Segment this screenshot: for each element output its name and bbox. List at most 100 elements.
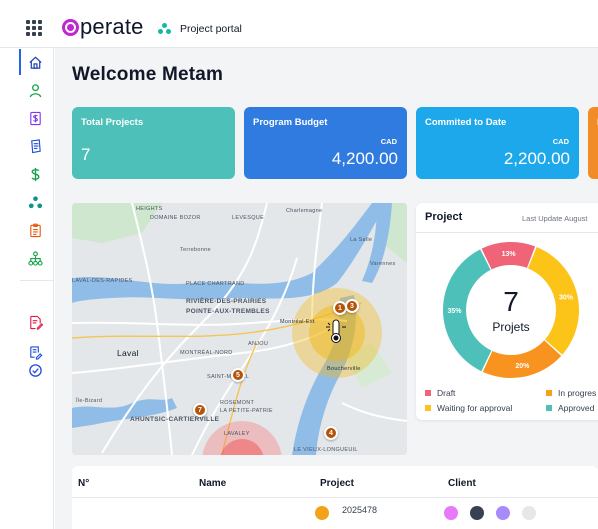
map-label: POINTE-AUX-TREMBLES	[186, 308, 270, 315]
logo-mark	[62, 18, 79, 36]
donut-center-label: Projets	[492, 320, 529, 334]
map-label: Montréal-Est	[280, 319, 315, 325]
project-avatar	[315, 506, 329, 520]
logo-text: perate	[80, 14, 144, 39]
map-label: LE VIEUX-LONGUEUIL	[294, 447, 358, 453]
column-header-number[interactable]: N°	[78, 478, 90, 489]
donut-data-label: 20%	[515, 363, 530, 370]
donut-slice-approved[interactable]	[443, 249, 492, 372]
legend-item-in-progress[interactable]: In progres	[546, 388, 596, 398]
map-label: MONTRÉAL-NORD	[180, 350, 233, 356]
column-header-project[interactable]: Project	[320, 478, 354, 489]
map-label: ROSEMONT	[220, 400, 255, 406]
donut-slice-in-progres[interactable]	[482, 340, 562, 378]
client-avatar	[496, 506, 510, 520]
map-label: PLACE CHARTRAND	[186, 281, 245, 287]
kpi-partial-card[interactable]: P	[588, 107, 598, 179]
table-header-divider	[72, 497, 598, 498]
kpi-title: Commited to Date	[425, 117, 507, 128]
legend-swatch	[425, 390, 431, 396]
dollar-icon[interactable]	[25, 164, 45, 184]
kpi-currency: CAD	[380, 137, 397, 146]
kpi-commited-to-date[interactable]: Commited to Date CAD 2,200.00	[416, 107, 579, 179]
project-status-card: Project Last Update August 13% 30% 20% 35% …	[416, 203, 598, 420]
kpi-currency: CAD	[552, 137, 569, 146]
project-portal-link[interactable]: Project portal	[158, 23, 242, 35]
network-icon[interactable]	[25, 192, 45, 212]
legend-item-approved[interactable]: Approved	[546, 403, 594, 413]
client-avatar	[522, 506, 536, 520]
map-label: La Salle	[350, 237, 373, 243]
map-label: Île-Bizard	[76, 398, 103, 404]
kpi-value: 4,200.00	[331, 149, 398, 168]
edit-document-icon[interactable]	[25, 312, 45, 332]
map-background	[72, 203, 407, 455]
apps-grid-icon[interactable]	[26, 20, 42, 36]
project-donut-chart[interactable]: 13% 30% 20% 35% 7 Projets	[436, 235, 586, 385]
table-cell: 2025478	[342, 505, 378, 515]
map-label: SAINT-MICHEL	[207, 374, 250, 380]
map-label: Terrebonne	[180, 247, 211, 253]
map-label: Laval	[117, 348, 139, 358]
kpi-program-budget[interactable]: Program Budget CAD 4,200.00	[244, 107, 407, 179]
map-label: HEIGHTS	[136, 206, 163, 212]
donut-data-label: 35%	[447, 308, 462, 315]
column-header-client[interactable]: Client	[448, 478, 476, 489]
map-label: LEVESQUE	[232, 215, 265, 221]
map-label: DOMAINE BOZOR	[150, 215, 201, 221]
invoice-icon[interactable]	[25, 108, 45, 128]
legend-swatch	[546, 390, 552, 396]
kpi-value: 7	[81, 145, 91, 164]
legend-swatch	[425, 405, 431, 411]
clipboard-icon[interactable]	[25, 220, 45, 240]
map-pin[interactable]: 7	[193, 403, 207, 417]
donut-data-label: 13%	[502, 251, 517, 258]
donut-slice-draft[interactable]	[481, 242, 536, 270]
legend-item-draft[interactable]: Draft	[425, 388, 455, 398]
legend-item-waiting[interactable]: Waiting for approval	[425, 403, 512, 413]
kpi-value: 2,200.00	[503, 149, 570, 168]
last-update-text: Last Update August	[522, 214, 588, 223]
client-avatar	[470, 506, 484, 520]
check-circle-icon[interactable]	[25, 360, 45, 380]
project-portal-label: Project portal	[180, 23, 242, 35]
map-label: Charlemagne	[286, 208, 323, 214]
map-label: RIVIÈRE-DES-PRAIRIES	[186, 298, 267, 305]
thermometer-icon	[326, 319, 346, 343]
donut-data-label: 30%	[559, 294, 574, 301]
legend-swatch	[546, 405, 552, 411]
legend-label: Waiting for approval	[437, 403, 513, 413]
donut-center-value: 7	[503, 286, 519, 317]
legend-label: Approved	[558, 403, 595, 413]
map-pin[interactable]: 4	[324, 426, 338, 440]
hierarchy-icon[interactable]	[25, 248, 45, 268]
top-bar: perate Project portal	[0, 0, 598, 48]
map-pin[interactable]: 5	[231, 368, 245, 382]
user-icon[interactable]	[25, 80, 45, 100]
map-label: AHUNTSIC-CARTIERVILLE	[130, 416, 220, 423]
column-header-name[interactable]: Name	[199, 478, 227, 489]
card-title: Project	[425, 211, 463, 223]
map-label: ANJOU	[248, 341, 269, 347]
kpi-title: Program Budget	[253, 117, 328, 128]
client-avatar	[444, 506, 458, 520]
app-logo[interactable]: perate	[62, 16, 144, 38]
project-map[interactable]: HEIGHTS Charlemagne DOMAINE BOZOR LEVESQ…	[72, 203, 407, 455]
document-icon[interactable]	[25, 136, 45, 156]
kpi-total-projects[interactable]: Total Projects 7	[72, 107, 235, 179]
donut-slice-waiting-for-approval[interactable]	[527, 247, 579, 355]
map-label: LAVALEY	[224, 431, 250, 437]
sidebar	[0, 48, 54, 529]
map-pin[interactable]: 3	[345, 299, 359, 313]
map-label: LA PETITE-PATRIE	[220, 408, 273, 414]
project-portal-icon	[158, 23, 172, 35]
kpi-title: Total Projects	[81, 117, 144, 128]
sidebar-active-indicator	[19, 49, 21, 75]
edit-list-icon[interactable]	[25, 342, 45, 362]
map-label: Boucherville	[327, 366, 361, 372]
map-label: Varennes	[370, 261, 396, 267]
sidebar-divider	[20, 280, 54, 281]
map-label: LAVAL-DES-RAPIDES	[72, 278, 133, 284]
home-icon[interactable]	[25, 52, 45, 72]
